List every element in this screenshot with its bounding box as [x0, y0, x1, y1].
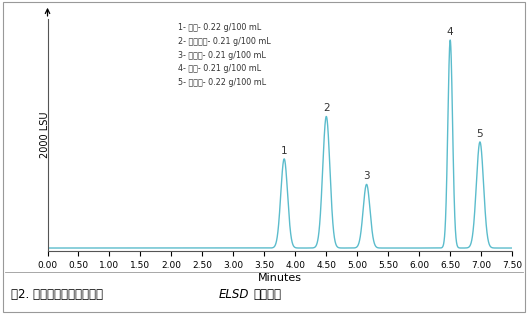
Text: 4: 4 [447, 27, 454, 37]
X-axis label: Minutes: Minutes [258, 273, 302, 283]
Text: 1- 果糖- 0.22 g/100 mL
2- 山梨糖醇- 0.21 g/100 mL
3- 葫茂糖- 0.21 g/100 mL
4- 蔗糖- 0.21 g/: 1- 果糖- 0.22 g/100 mL 2- 山梨糖醇- 0.21 g/100… [177, 24, 270, 87]
Text: 3: 3 [363, 171, 370, 181]
Text: 图2. 五种食用糖梯度分离的: 图2. 五种食用糖梯度分离的 [11, 289, 102, 301]
Text: 5: 5 [477, 129, 483, 139]
Y-axis label: 2000 LSU: 2000 LSU [40, 112, 50, 158]
Text: 2: 2 [323, 103, 329, 113]
Text: ELSD: ELSD [219, 289, 250, 301]
Text: 1: 1 [281, 146, 287, 156]
Text: 色谱图。: 色谱图。 [253, 289, 281, 301]
